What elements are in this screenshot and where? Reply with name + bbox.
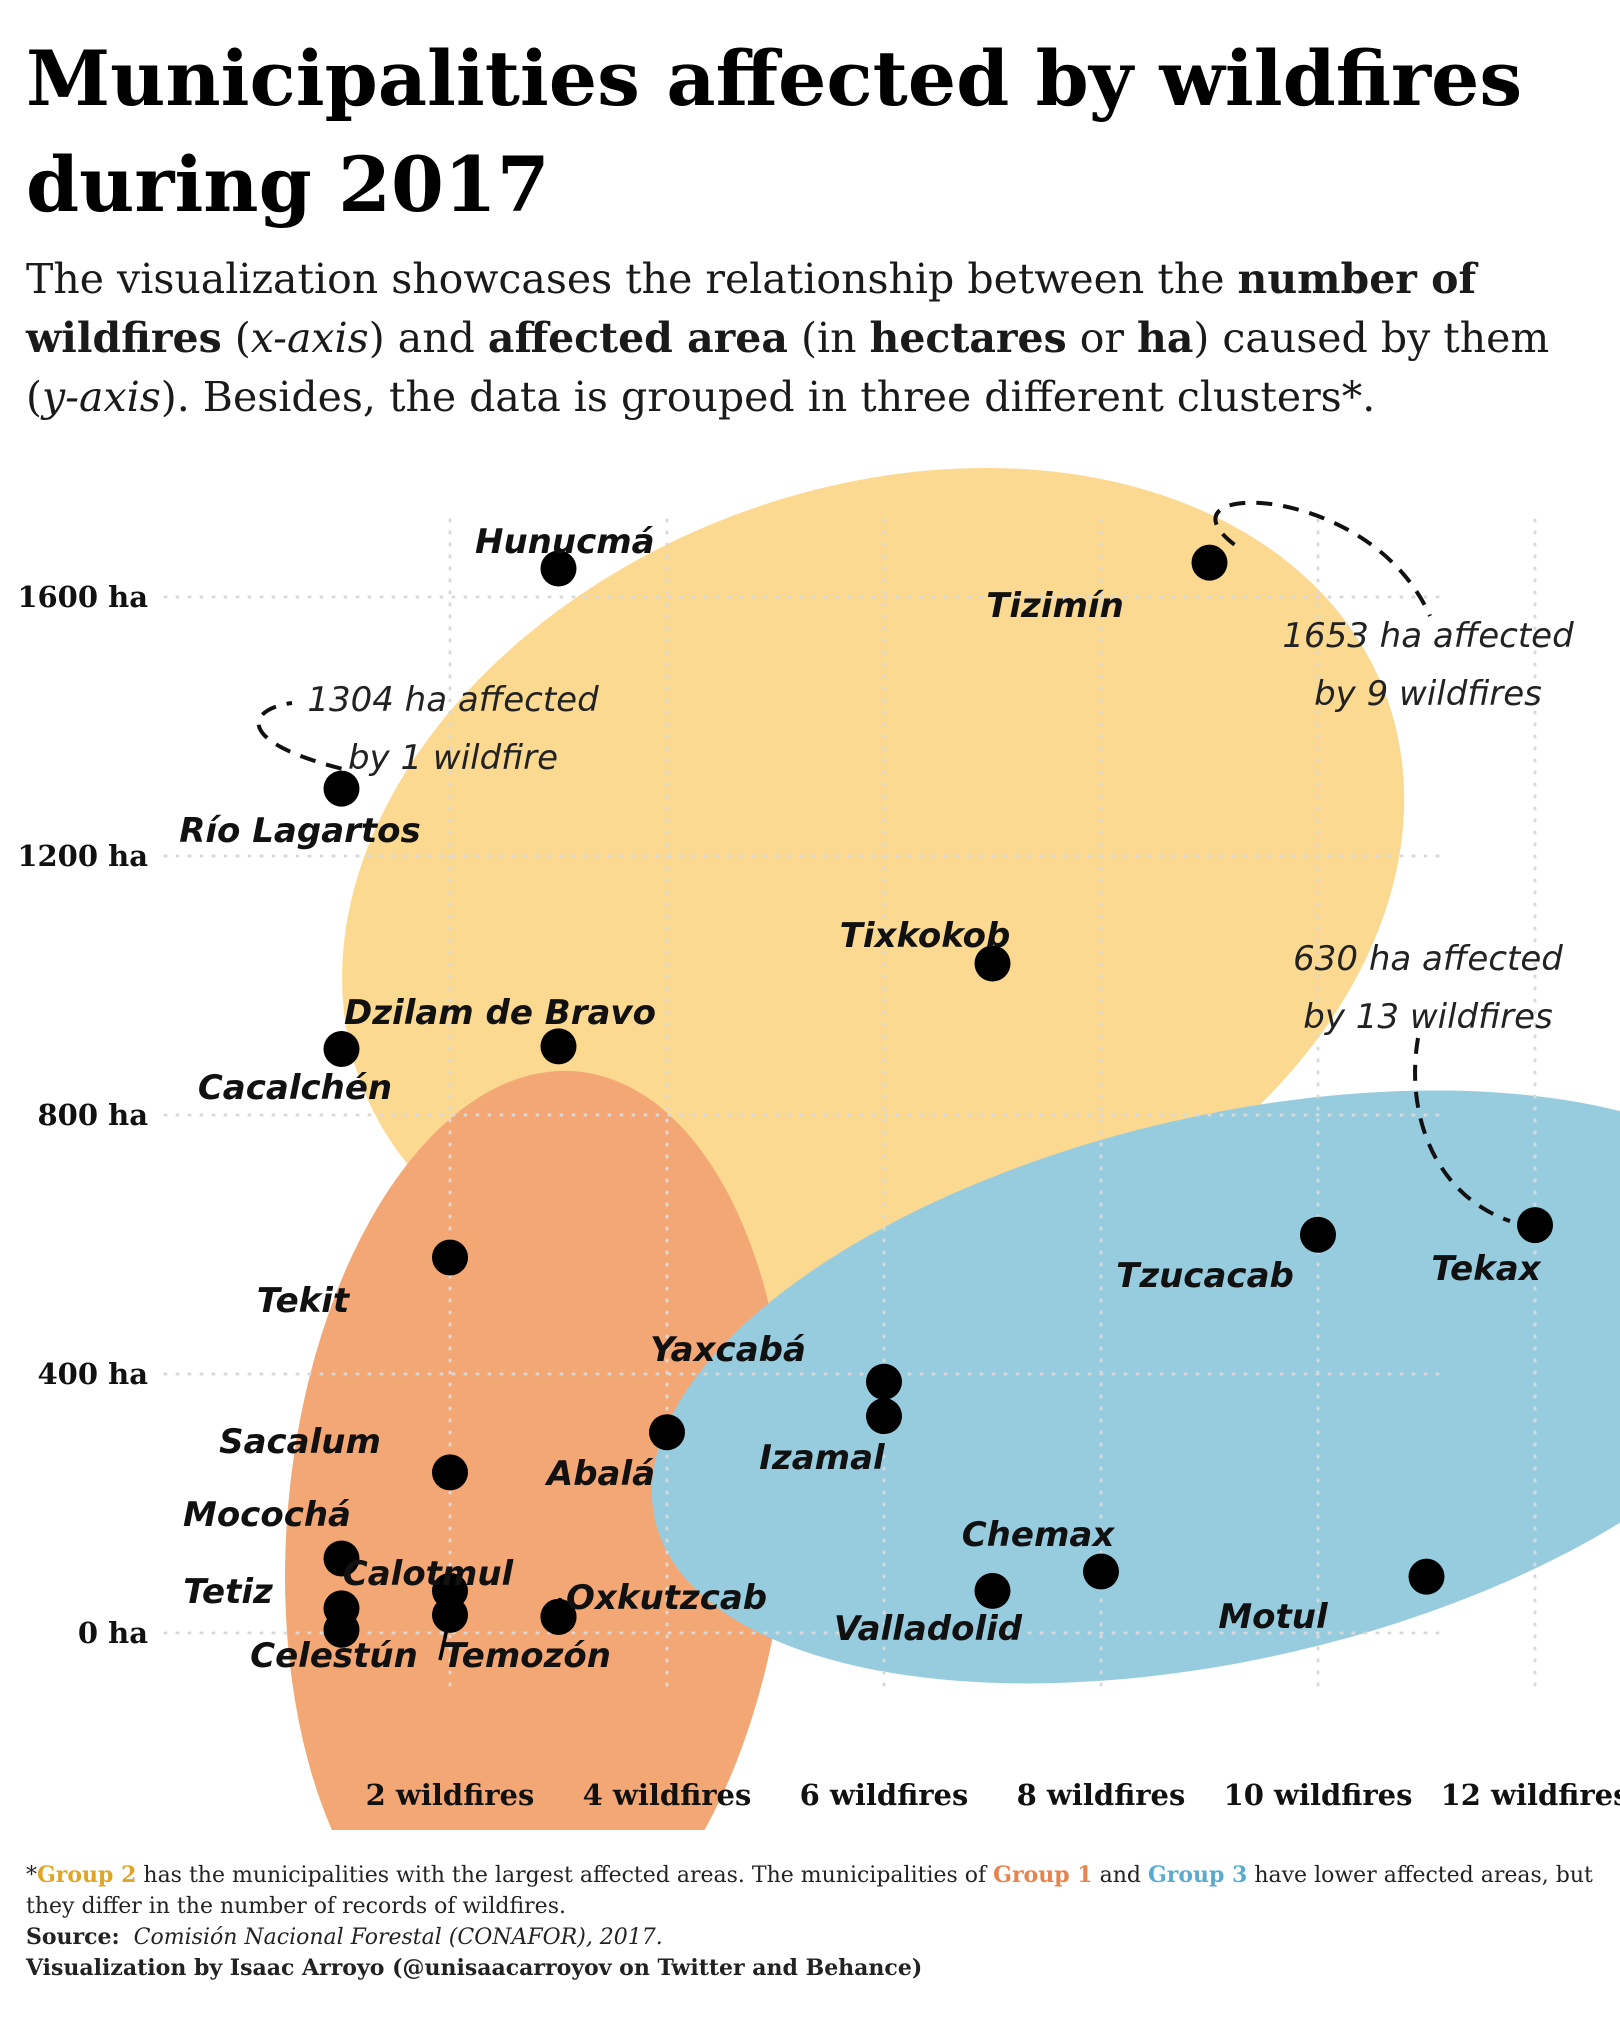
data-point [1300,1217,1336,1253]
data-point [1083,1553,1119,1589]
group3-label: Group 3 [1148,1862,1247,1888]
x-tick-label: 6 wildfires [800,1778,969,1812]
x-tick-label: 2 wildfires [366,1778,535,1812]
x-tick-label: 8 wildfires [1017,1778,1186,1812]
scatter-chart: 0 ha 400 ha 800 ha 1200 ha 1600 ha 2 wildfire… [0,0,1620,1830]
annotation-line-1: 1653 ha affected [1282,616,1574,656]
data-point [1192,545,1228,581]
point-label: Hunucmá [475,522,655,562]
point-label: Río Lagartos [179,811,421,851]
credit-line: Visualization by Isaac Arroyo (@unisaaca… [26,1953,1596,1984]
data-point [1409,1559,1445,1595]
point-label: Valladolid [834,1609,1023,1649]
data-point [649,1414,685,1450]
source-text: Comisión Nacional Forestal (CONAFOR), 20… [134,1925,663,1950]
annotation-line-1: 1304 ha affected [307,680,599,720]
group1-label: Group 1 [993,1862,1092,1888]
cluster-note: *Group 2 has the municipalities with the… [26,1860,1596,1922]
data-point [975,1573,1011,1609]
source-label: Source: [26,1924,120,1950]
point-label: Celestún [250,1636,418,1676]
point-label: Tizimín [986,586,1124,626]
data-point [432,1454,468,1490]
point-label: Izamal [759,1438,886,1478]
point-label: Tekax [1431,1249,1541,1289]
footnote: *Group 2 has the municipalities with the… [26,1860,1596,1984]
y-tick-label: 0 ha [78,1616,148,1650]
source-line: Source: Comisión Nacional Forestal (CONA… [26,1922,1596,1953]
y-tick-label: 400 ha [37,1357,148,1391]
point-label: Calotmul [343,1554,515,1594]
annotation-line-2: by 9 wildfires [1314,674,1542,714]
y-tick-label: 1600 ha [17,580,148,614]
point-label: Tzucacab [1116,1256,1294,1296]
annotation-line-2: by 1 wildfire [348,738,558,778]
data-point [866,1398,902,1434]
annotation-line-1: 630 ha affected [1293,939,1563,979]
point-label: Yaxcabá [650,1330,806,1370]
x-tick-label: 12 wildfires [1441,1778,1620,1812]
y-tick-label: 1200 ha [17,839,148,873]
data-point [1517,1207,1553,1243]
point-label: Cacalchén [198,1068,392,1108]
point-label: Abalá [544,1454,655,1494]
point-label: Temozón [443,1636,611,1676]
data-point [432,1239,468,1275]
point-label: Mocochá [183,1495,351,1535]
point-label: Tetiz [183,1572,273,1612]
point-label: Chemax [962,1515,1116,1555]
data-point [541,1028,577,1064]
data-point [432,1597,468,1633]
point-label: Oxkutzcab [566,1578,767,1618]
data-point [866,1364,902,1400]
point-label: Sacalum [219,1422,381,1462]
x-tick-label: 4 wildfires [583,1778,752,1812]
point-label: Motul [1218,1597,1329,1637]
data-point [324,1031,360,1067]
y-tick-label: 800 ha [37,1098,148,1132]
annotation-line-2: by 13 wildfires [1303,997,1552,1037]
x-tick-label: 10 wildfires [1224,1778,1413,1812]
group2-label: Group 2 [37,1862,136,1888]
point-label: Tekit [257,1281,351,1321]
point-label: Dzilam de Bravo [344,993,656,1033]
point-label: Tixkokob [840,916,1011,956]
